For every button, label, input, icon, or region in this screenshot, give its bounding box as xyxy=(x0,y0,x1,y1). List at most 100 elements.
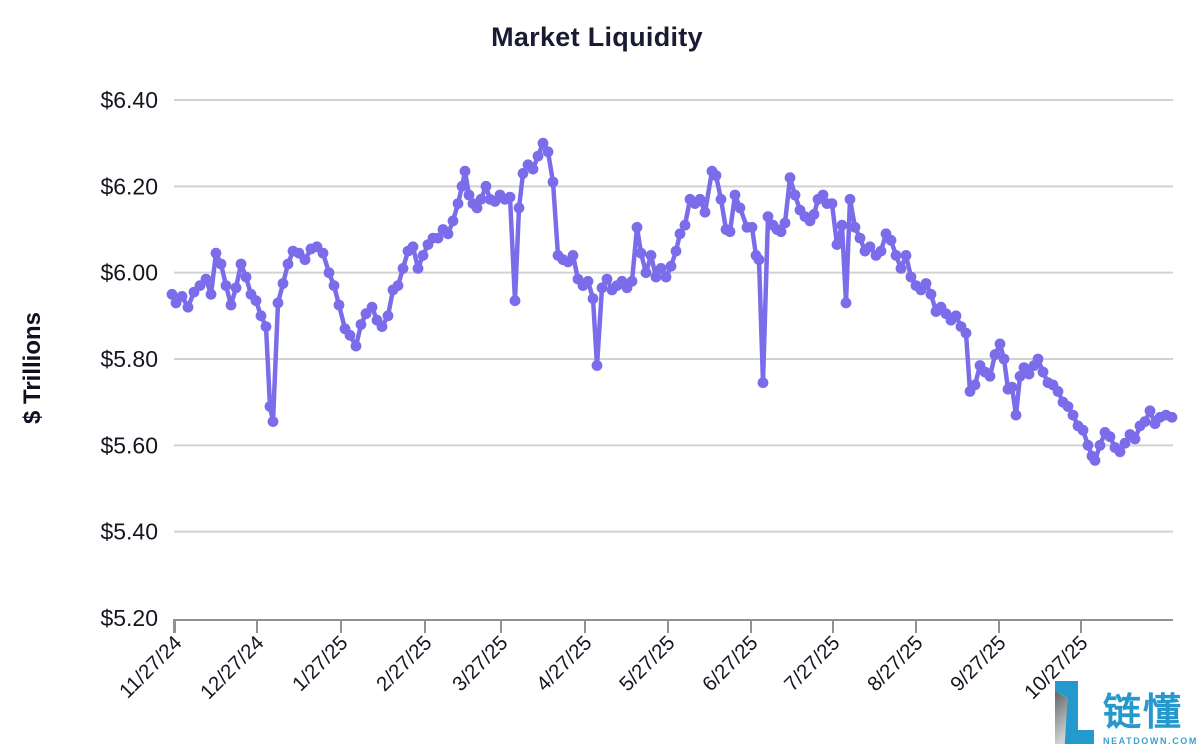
data-point xyxy=(836,219,848,231)
data-point xyxy=(240,271,252,283)
data-point xyxy=(277,278,289,289)
data-point xyxy=(724,226,736,238)
y-tick-label: $6.40 xyxy=(100,87,158,113)
data-point xyxy=(264,401,276,412)
data-point xyxy=(513,202,525,214)
x-tick-label: 5/27/25 xyxy=(615,631,680,696)
data-point xyxy=(323,267,335,279)
data-point xyxy=(475,193,487,205)
data-point xyxy=(591,360,603,371)
y-tick-label: $6.00 xyxy=(100,260,158,286)
y-tick-label: $5.80 xyxy=(100,346,158,372)
data-point xyxy=(950,310,962,322)
watermark-site: NEATDOWN.COM xyxy=(1102,736,1198,746)
data-point xyxy=(746,221,758,233)
data-point xyxy=(235,258,247,270)
data-point xyxy=(1166,411,1178,423)
data-point xyxy=(831,239,843,251)
data-point xyxy=(1037,366,1049,378)
neatdown-logo-icon xyxy=(1054,681,1094,744)
y-tick-label: $5.60 xyxy=(100,432,158,458)
data-point xyxy=(447,215,459,227)
data-point xyxy=(272,297,284,309)
data-point xyxy=(989,349,1001,361)
x-tick-label: 2/27/25 xyxy=(372,631,437,696)
data-point xyxy=(1082,439,1094,451)
data-point xyxy=(412,263,424,274)
data-point xyxy=(844,193,856,205)
data-point xyxy=(344,329,356,341)
data-point xyxy=(220,280,232,291)
data-point xyxy=(1032,353,1044,365)
data-point xyxy=(694,193,706,205)
data-point xyxy=(817,189,829,201)
x-tick-label: 11/27/24 xyxy=(115,631,187,703)
data-point xyxy=(984,370,996,382)
data-point xyxy=(895,263,907,274)
x-tick-label: 8/27/25 xyxy=(863,631,928,696)
data-point xyxy=(205,288,217,300)
data-point xyxy=(267,416,279,427)
y-tick-label: $5.40 xyxy=(100,519,158,545)
data-point xyxy=(282,258,294,270)
data-point xyxy=(333,299,345,311)
data-point xyxy=(463,189,475,201)
data-point xyxy=(1094,439,1106,451)
data-point xyxy=(784,172,796,184)
data-point xyxy=(299,254,311,266)
data-point xyxy=(925,288,937,300)
data-point xyxy=(417,250,429,261)
data-point xyxy=(1062,401,1074,412)
data-point xyxy=(885,234,897,246)
data-point xyxy=(1067,409,1079,421)
data-point xyxy=(397,263,409,274)
data-point xyxy=(670,245,682,257)
data-point xyxy=(442,228,454,240)
data-point xyxy=(1129,433,1141,445)
data-point xyxy=(715,193,727,205)
x-tick-label: 9/27/25 xyxy=(946,631,1011,696)
data-point xyxy=(645,250,657,261)
data-point xyxy=(998,353,1010,365)
data-point xyxy=(679,219,691,231)
y-tick-label: $6.20 xyxy=(100,173,158,199)
data-point xyxy=(432,232,444,244)
data-point xyxy=(900,250,912,261)
data-point xyxy=(407,241,419,253)
data-point xyxy=(854,232,866,244)
data-point xyxy=(808,209,820,220)
data-point xyxy=(527,163,539,175)
data-point xyxy=(640,267,652,279)
data-point xyxy=(762,211,774,223)
data-point xyxy=(166,288,178,300)
data-point xyxy=(317,247,329,259)
data-point xyxy=(215,258,227,270)
data-point xyxy=(1006,381,1018,393)
data-point xyxy=(994,338,1006,350)
data-point xyxy=(260,321,272,332)
data-point xyxy=(826,198,838,210)
data-point xyxy=(875,245,887,257)
data-point xyxy=(920,278,932,289)
data-point xyxy=(665,260,677,272)
data-point xyxy=(757,377,769,389)
data-point xyxy=(210,247,222,259)
data-point xyxy=(230,282,242,294)
data-point xyxy=(1023,368,1035,380)
data-point xyxy=(1052,386,1064,397)
data-point xyxy=(1104,431,1116,443)
data-point xyxy=(225,299,237,311)
watermark: 链懂 NEATDOWN.COM xyxy=(1052,678,1198,746)
chart-title: Market Liquidity xyxy=(491,22,703,52)
watermark-brand: 链懂 xyxy=(1102,692,1183,734)
data-point xyxy=(635,247,647,259)
x-tick-label: 1/27/25 xyxy=(288,631,353,696)
data-point xyxy=(376,321,388,332)
x-tick-label: 12/27/24 xyxy=(196,631,269,704)
data-point xyxy=(1119,437,1131,449)
data-point xyxy=(890,250,902,261)
data-point xyxy=(1089,455,1101,466)
watermark-text: 链懂 NEATDOWN.COM xyxy=(1103,694,1198,746)
data-point xyxy=(452,198,464,210)
